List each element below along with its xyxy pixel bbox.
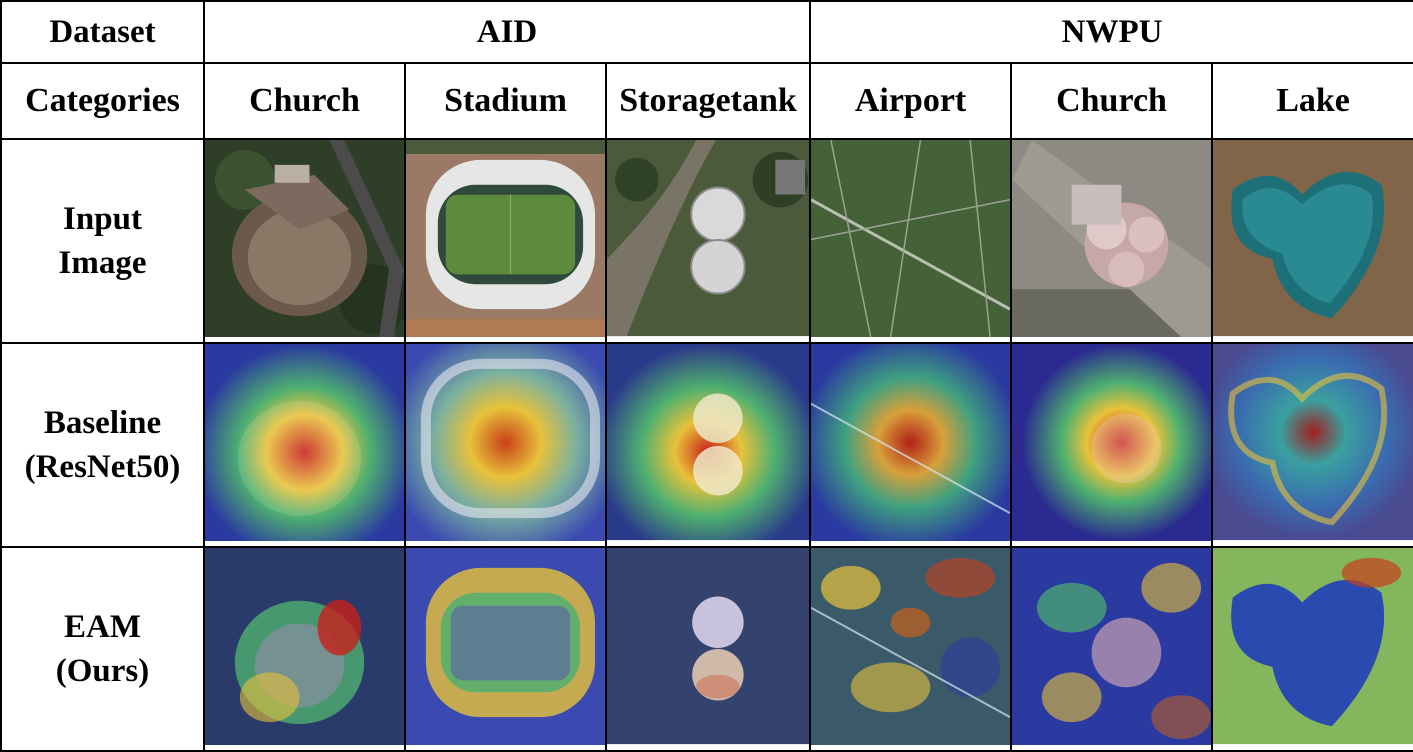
baseline-aid-storagetank-heatmap (604, 342, 812, 548)
row-label-line2: (ResNet50) (24, 449, 181, 485)
dataset-aid: AID (202, 0, 812, 64)
row-baseline: Baseline (ResNet50) (0, 342, 1413, 548)
eam-aid-church-heatmap (203, 546, 406, 752)
row-label-input: Input Image (0, 138, 205, 344)
category-nwpu-airport: Airport (809, 62, 1013, 140)
row-label-line2: Image (58, 245, 147, 281)
category-aid-stadium: Stadium (404, 62, 607, 140)
input-nwpu-lake-image (1211, 138, 1413, 344)
row-label-line1: EAM (64, 609, 141, 645)
baseline-nwpu-church-heatmap (1010, 342, 1214, 548)
baseline-aid-stadium-heatmap (404, 342, 607, 548)
eam-nwpu-lake-heatmap (1211, 546, 1413, 752)
category-nwpu-church: Church (1010, 62, 1214, 140)
eam-nwpu-airport-heatmap (809, 546, 1013, 752)
row-label-baseline: Baseline (ResNet50) (0, 342, 205, 548)
input-aid-stadium-image (404, 138, 607, 344)
category-nwpu-lake: Lake (1211, 62, 1413, 140)
eam-nwpu-church-heatmap (1010, 546, 1214, 752)
input-nwpu-church-image (1010, 138, 1214, 344)
dataset-header: Dataset (0, 0, 205, 64)
baseline-aid-church-heatmap (203, 342, 406, 548)
row-eam: EAM (Ours) (0, 546, 1413, 752)
row-label-line1: Input (63, 201, 142, 237)
eam-aid-stadium-heatmap (404, 546, 607, 752)
category-aid-church: Church (203, 62, 406, 140)
dataset-nwpu: NWPU (809, 0, 1413, 64)
input-aid-church-image (203, 138, 406, 344)
eam-aid-storagetank-heatmap (604, 546, 812, 752)
input-aid-storagetank-image (604, 138, 812, 344)
row-label-line2: (Ours) (55, 653, 150, 689)
baseline-nwpu-airport-heatmap (809, 342, 1013, 548)
input-nwpu-airport-image (809, 138, 1013, 344)
row-label-eam: EAM (Ours) (0, 546, 205, 752)
row-input-image: Input Image (0, 138, 1413, 344)
categories-header: Categories (0, 62, 205, 140)
row-label-line1: Baseline (43, 405, 162, 441)
category-aid-storagetank: Storagetank (604, 62, 812, 140)
baseline-nwpu-lake-heatmap (1211, 342, 1413, 548)
